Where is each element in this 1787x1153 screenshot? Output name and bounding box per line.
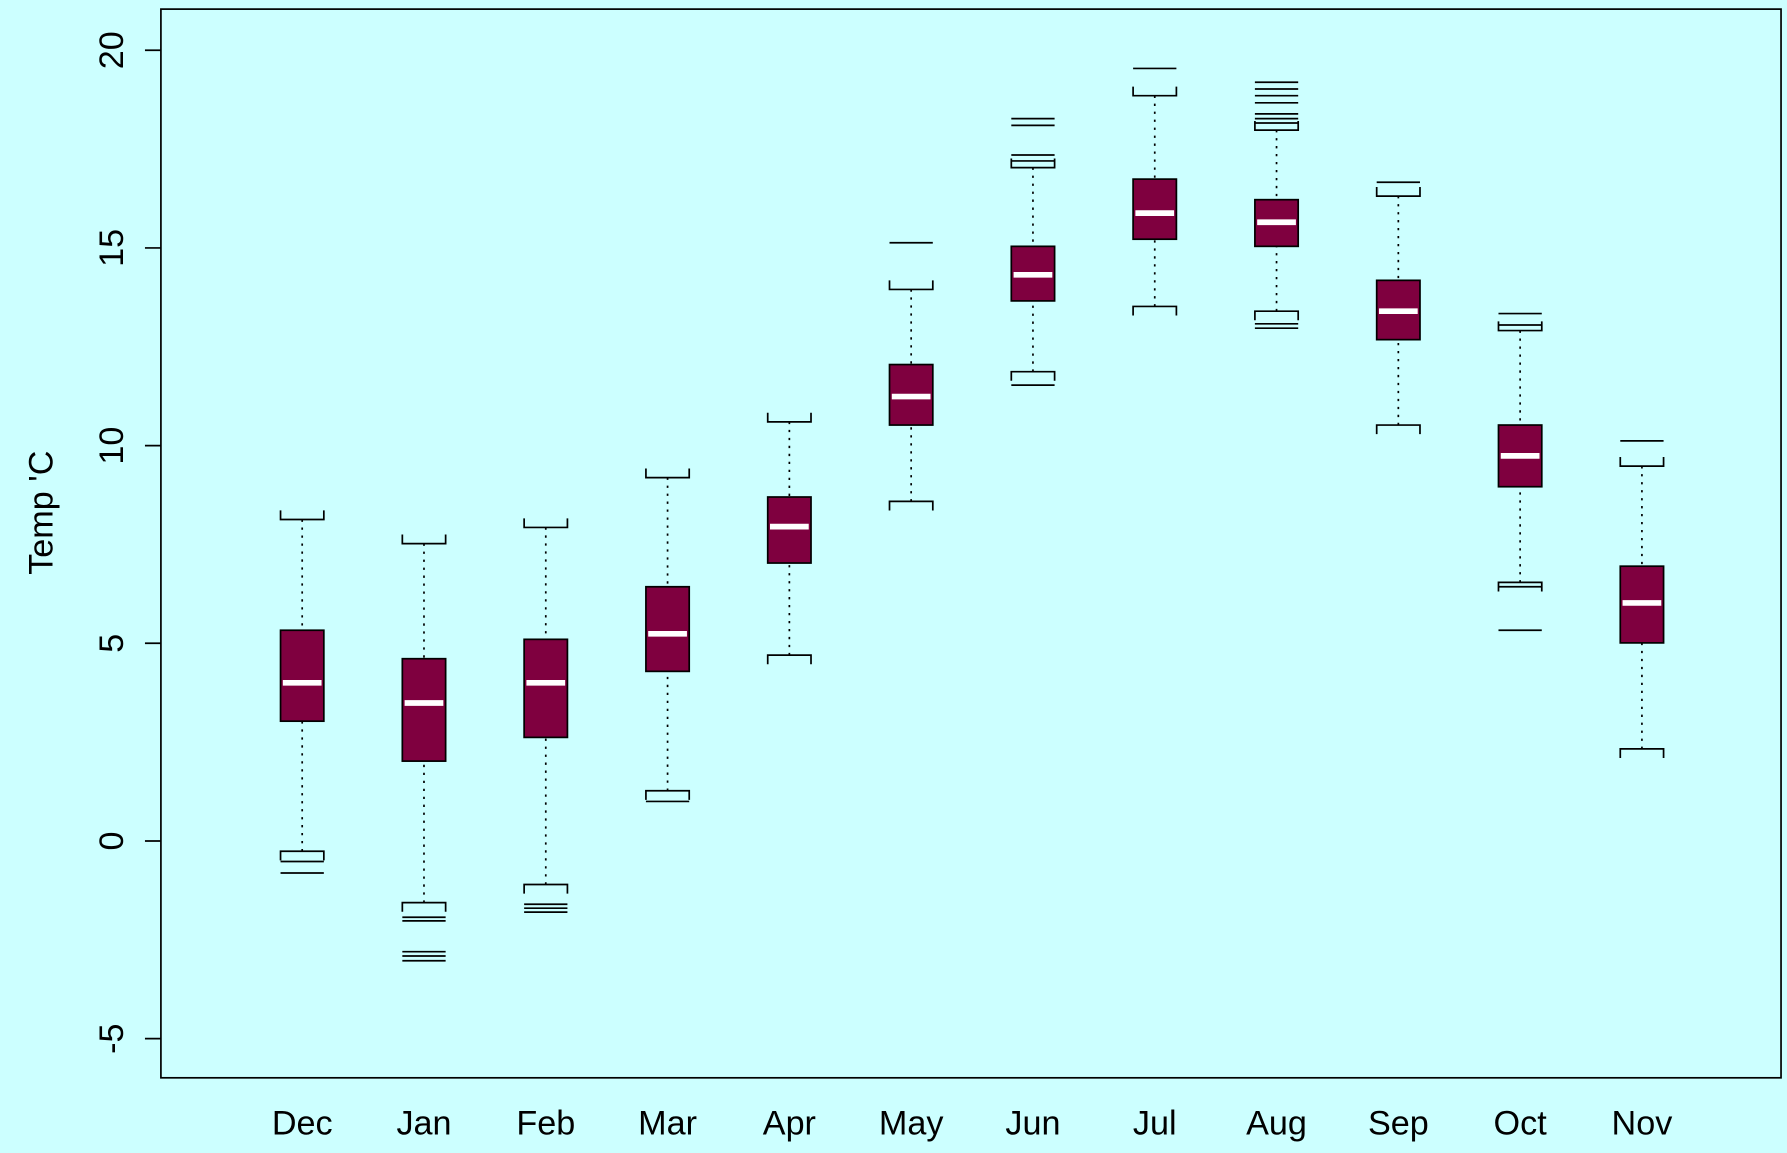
box [279, 629, 325, 723]
whisker-cap [645, 789, 691, 800]
x-tick-label: Mar [638, 1105, 697, 1143]
x-tick-label: Apr [763, 1105, 816, 1143]
whisker-cap [523, 883, 569, 894]
whisker-cap [888, 500, 934, 511]
whisker-cap [766, 412, 812, 423]
y-tick-label: 10 [93, 427, 131, 465]
y-tick-label: 5 [93, 634, 131, 653]
whisker-cap [401, 901, 447, 912]
whisker-cap [1619, 457, 1665, 468]
whisker-cap [1132, 86, 1178, 97]
box [523, 638, 569, 739]
x-tick-label: Sep [1368, 1105, 1429, 1143]
x-tick-label: Nov [1612, 1105, 1673, 1143]
whisker-cap [1497, 321, 1543, 332]
y-tick-label: 15 [93, 229, 131, 267]
x-tick-label: Jan [396, 1105, 451, 1143]
x-tick-label: Feb [516, 1105, 575, 1143]
y-tick-label: -5 [93, 1023, 131, 1053]
whisker-cap [279, 510, 325, 521]
whisker-cap [523, 518, 569, 529]
whisker-cap [1254, 120, 1300, 131]
whisker-cap [1254, 310, 1300, 321]
whisker-cap [888, 280, 934, 291]
whisker-cap [1010, 370, 1056, 381]
whisker-cap [1132, 305, 1178, 316]
x-tick-label: Dec [272, 1105, 333, 1143]
x-tick-label: Oct [1494, 1105, 1548, 1143]
x-tick-label: Jun [1005, 1105, 1060, 1143]
x-tick-label: Aug [1246, 1105, 1307, 1143]
y-tick-label: 0 [93, 831, 131, 850]
box [645, 585, 691, 673]
whisker-cap [1619, 748, 1665, 758]
whisker-cap [1375, 424, 1421, 435]
y-tick-label: 20 [93, 31, 131, 69]
box [1132, 178, 1178, 241]
whisker-cap [401, 534, 447, 545]
whisker-cap [279, 850, 325, 861]
whisker-cap [766, 654, 812, 665]
box [401, 657, 447, 762]
plot-frame [160, 8, 1782, 1079]
box [766, 496, 812, 564]
whisker-cap [1375, 187, 1421, 197]
whisker-cap [645, 468, 691, 479]
whisker-cap [1010, 158, 1056, 169]
x-tick-label: Jul [1133, 1105, 1177, 1143]
y-axis-label: Temp 'C [23, 451, 61, 575]
x-tick-label: May [879, 1105, 944, 1143]
